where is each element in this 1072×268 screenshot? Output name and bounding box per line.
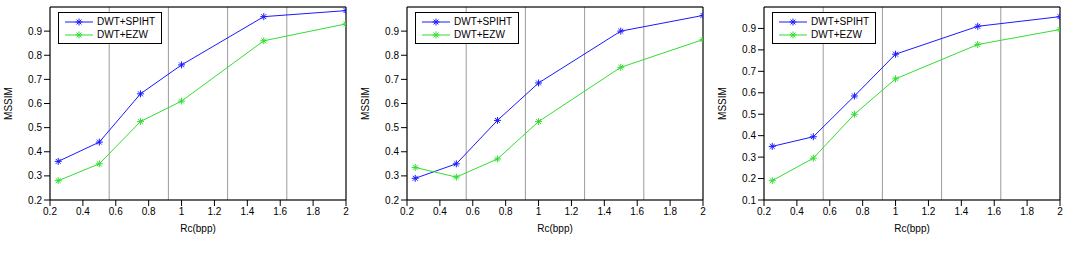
svg-text:MSSIM: MSSIM — [717, 87, 728, 120]
svg-text:0.8: 0.8 — [742, 44, 756, 55]
svg-text:0.8: 0.8 — [499, 206, 513, 217]
svg-text:MSSIM: MSSIM — [360, 87, 371, 120]
svg-text:1.4: 1.4 — [240, 206, 254, 217]
svg-text:1: 1 — [536, 206, 542, 217]
svg-text:0.5: 0.5 — [385, 122, 399, 133]
svg-text:0.7: 0.7 — [28, 74, 42, 85]
svg-text:0.2: 0.2 — [742, 173, 756, 184]
svg-text:1.8: 1.8 — [306, 206, 320, 217]
svg-text:0.4: 0.4 — [790, 206, 804, 217]
svg-text:0.2: 0.2 — [400, 206, 414, 217]
svg-text:1.6: 1.6 — [273, 206, 287, 217]
svg-text:1.2: 1.2 — [921, 206, 935, 217]
svg-text:0.3: 0.3 — [385, 170, 399, 181]
svg-text:0.6: 0.6 — [466, 206, 480, 217]
svg-text:1.8: 1.8 — [1020, 206, 1034, 217]
svg-text:0.8: 0.8 — [142, 206, 156, 217]
html-text:DWT+EZW: DWT+EZW — [97, 29, 148, 40]
svg-text:Rc(bpp): Rc(bpp) — [180, 223, 216, 234]
svg-text:0.8: 0.8 — [856, 206, 870, 217]
svg-text:1.2: 1.2 — [564, 206, 578, 217]
svg-text:Rc(bpp): Rc(bpp) — [537, 223, 573, 234]
svg-text:0.6: 0.6 — [742, 87, 756, 98]
svg-text:0.2: 0.2 — [757, 206, 771, 217]
svg-text:0.6: 0.6 — [385, 98, 399, 109]
svg-text:0.4: 0.4 — [433, 206, 447, 217]
svg-text:0.5: 0.5 — [28, 122, 42, 133]
svg-text:1.8: 1.8 — [663, 206, 677, 217]
svg-text:2: 2 — [1057, 206, 1063, 217]
svg-text:0.4: 0.4 — [742, 130, 756, 141]
svg-text:1.4: 1.4 — [954, 206, 968, 217]
svg-text:0.1: 0.1 — [742, 195, 756, 206]
html-text:DWT+EZW: DWT+EZW — [811, 29, 862, 40]
svg-text:0.8: 0.8 — [385, 50, 399, 61]
svg-text:0.2: 0.2 — [43, 206, 57, 217]
svg-text:0.4: 0.4 — [385, 146, 399, 157]
svg-text:0.6: 0.6 — [109, 206, 123, 217]
svg-text:0.3: 0.3 — [28, 170, 42, 181]
svg-text:2: 2 — [700, 206, 706, 217]
svg-text:0.9: 0.9 — [28, 26, 42, 37]
html-text:DWT+EZW: DWT+EZW — [454, 29, 505, 40]
svg-text:0.2: 0.2 — [28, 195, 42, 206]
svg-text:1.4: 1.4 — [597, 206, 611, 217]
svg-text:1.2: 1.2 — [207, 206, 221, 217]
svg-text:0.4: 0.4 — [76, 206, 90, 217]
svg-text:0.5: 0.5 — [742, 109, 756, 120]
svg-text:0.4: 0.4 — [28, 146, 42, 157]
html-text:DWT+SPIHT: DWT+SPIHT — [454, 16, 513, 27]
svg-text:2: 2 — [343, 206, 349, 217]
svg-text:0.7: 0.7 — [385, 74, 399, 85]
svg-text:0.9: 0.9 — [385, 26, 399, 37]
html-text:DWT+SPIHT: DWT+SPIHT — [97, 16, 156, 27]
svg-text:1.6: 1.6 — [630, 206, 644, 217]
svg-text:0.2: 0.2 — [385, 195, 399, 206]
svg-text:0.6: 0.6 — [823, 206, 837, 217]
svg-text:1: 1 — [893, 206, 899, 217]
svg-text:1.6: 1.6 — [987, 206, 1001, 217]
html-text:DWT+SPIHT: DWT+SPIHT — [811, 16, 870, 27]
svg-text:Rc(bpp): Rc(bpp) — [894, 223, 930, 234]
svg-text:0.6: 0.6 — [28, 98, 42, 109]
svg-text:0.3: 0.3 — [742, 152, 756, 163]
svg-text:0.7: 0.7 — [742, 66, 756, 77]
svg-text:1: 1 — [179, 206, 185, 217]
svg-text:0.9: 0.9 — [742, 23, 756, 34]
svg-text:MSSIM: MSSIM — [3, 87, 14, 120]
svg-text:0.8: 0.8 — [28, 50, 42, 61]
